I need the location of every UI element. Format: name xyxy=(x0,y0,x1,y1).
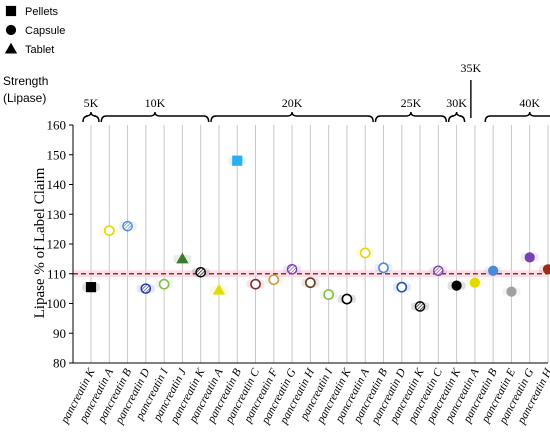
legend: Pellets Capsule Tablet xyxy=(4,5,65,56)
legend-square-icon xyxy=(5,5,17,17)
square-marker xyxy=(85,282,97,293)
circle-marker xyxy=(542,264,550,275)
group-bracket xyxy=(82,111,100,123)
group-bracket xyxy=(100,111,210,123)
strength-line-2: (Lipase) xyxy=(3,91,46,105)
y-tick-label: 130 xyxy=(47,207,67,222)
circle-marker xyxy=(506,286,517,297)
strength-label: Strength (Lipase) xyxy=(3,74,48,105)
group-label: 35K xyxy=(461,61,482,75)
strength-line-1: Strength xyxy=(3,74,48,88)
axes xyxy=(69,124,548,364)
circle-marker xyxy=(304,277,316,289)
y-tick-label: 100 xyxy=(47,296,67,311)
y-tick-label: 90 xyxy=(53,326,66,341)
circle-marker xyxy=(250,278,261,290)
group-bracket xyxy=(374,111,448,123)
circle-marker xyxy=(451,280,462,291)
circle-marker xyxy=(359,247,371,259)
group-bracket xyxy=(210,111,374,123)
legend-label: Pellets xyxy=(25,6,59,18)
group-label: 30K xyxy=(446,96,467,110)
strength-groups: 5K 10K 20K 25K 30K 35K 40K xyxy=(82,61,550,123)
legend-label: Capsule xyxy=(25,25,65,37)
circle-marker xyxy=(158,278,170,290)
circle-marker xyxy=(268,274,280,286)
triangle-marker xyxy=(212,283,226,295)
circle-marker xyxy=(341,293,353,305)
y-tick-label: 110 xyxy=(47,266,66,281)
y-tick-labels: 80 90 100 110 120 130 140 150 160 xyxy=(47,118,67,371)
legend-circle-icon xyxy=(5,24,17,36)
legend-triangle-icon xyxy=(4,42,18,54)
circle-marker xyxy=(378,262,389,274)
circle-marker xyxy=(469,277,480,288)
y-tick-label: 150 xyxy=(47,147,67,162)
y-axis-label: Lipase % of Label Claim xyxy=(32,167,48,318)
circle-marker xyxy=(286,263,298,275)
circle-marker xyxy=(140,283,152,294)
triangle-marker xyxy=(176,252,189,264)
circle-marker xyxy=(103,225,115,237)
group-label: 10K xyxy=(145,96,166,110)
gridlines xyxy=(90,125,549,363)
square-marker xyxy=(232,155,243,166)
circle-marker xyxy=(323,289,335,300)
y-tick-label: 120 xyxy=(47,237,67,252)
y-tick-label: 140 xyxy=(47,177,67,192)
group-label: 5K xyxy=(84,96,99,110)
legend-label: Tablet xyxy=(25,44,54,56)
group-bracket xyxy=(484,111,550,123)
group-label: 40K xyxy=(519,96,540,110)
data-points xyxy=(82,155,550,312)
reference-line xyxy=(73,270,548,278)
group-bracket xyxy=(447,111,466,123)
circle-marker xyxy=(122,220,133,232)
group-label: 25K xyxy=(401,96,422,110)
y-tick-label: 160 xyxy=(47,118,67,133)
circle-marker xyxy=(488,265,499,276)
circle-marker xyxy=(524,252,535,263)
group-label: 20K xyxy=(282,96,303,110)
circle-marker xyxy=(195,266,206,278)
circle-marker xyxy=(414,301,426,312)
circle-marker xyxy=(433,265,444,277)
y-tick-label: 80 xyxy=(53,356,66,371)
circle-marker xyxy=(396,281,408,293)
reference-band xyxy=(73,270,548,278)
